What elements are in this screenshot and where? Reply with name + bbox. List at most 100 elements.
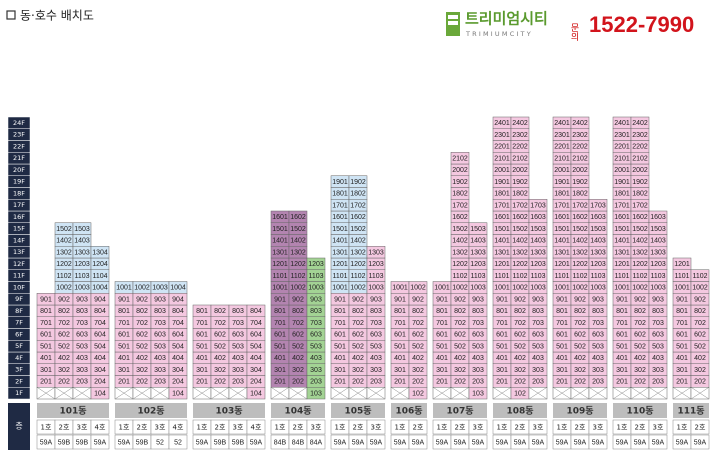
empty-cross [348,387,368,400]
unit-number: 1001 [614,285,630,292]
unit-number: 1401 [554,238,570,245]
unit-number: 1303 [470,249,486,256]
unit-number: 902 [574,296,586,303]
unit-number: 1003 [368,285,384,292]
unit-number: 502 [136,343,148,350]
unit-number: 201 [334,379,346,386]
unit-type: 59A [436,439,449,446]
floor-header-cell [8,403,30,450]
floor-label: 23F [13,131,25,139]
unit-number: 702 [136,320,148,327]
unit-number: 903 [472,296,484,303]
unit-number: 802 [136,308,148,315]
unit-number: 1301 [614,249,630,256]
unit-number: 603 [76,332,88,339]
unit-number: 1501 [614,226,630,233]
empty-cross [228,387,248,400]
unit-number: 1201 [494,261,510,268]
line-name: 1호 [557,424,568,432]
unit-number: 703 [232,320,244,327]
unit-number: 601 [556,332,568,339]
unit-number: 1001 [272,285,288,292]
unit-number: 203 [652,379,664,386]
unit-number: 901 [274,296,286,303]
unit-number: 1502 [512,226,528,233]
unit-cell [450,152,470,165]
unit-number: 902 [292,296,304,303]
unit-number: 702 [634,320,646,327]
unit-number: 404 [94,355,106,362]
unit-number: 1102 [290,273,305,280]
unit-number: 1302 [632,249,648,256]
unit-number: 1603 [530,214,546,221]
unit-number: 803 [652,308,664,315]
empty-cross [72,387,92,400]
unit-number: 703 [652,320,664,327]
unit-number: 403 [652,355,664,362]
unit-number: 1101 [674,273,689,280]
unit-number: 501 [496,343,508,350]
line-cell [366,419,386,435]
unit-number: 601 [616,332,628,339]
unit-number: 1303 [74,249,90,256]
line-cell [648,419,668,435]
unit-cell [366,246,386,259]
unit-number: 903 [652,296,664,303]
unit-type: 59A [496,439,509,446]
unit-number: 202 [292,379,304,386]
unit-number: 402 [352,355,364,362]
unit-number: 503 [652,343,664,350]
unit-number: 401 [556,355,568,362]
unit-number: 502 [634,343,646,350]
unit-number: 1601 [494,214,510,221]
unit-number: 1002 [290,285,306,292]
unit-number: 604 [172,332,184,339]
unit-number: 402 [214,355,226,362]
unit-number: 201 [196,379,208,386]
line-name: 2호 [455,424,466,432]
unit-number: 204 [172,379,184,386]
building-label-cell [115,403,187,418]
unit-number: 802 [634,308,646,315]
unit-number: 803 [592,308,604,315]
unit-type: 59A [352,439,365,446]
empty-cross [672,387,692,400]
building-label: 109동 [566,406,593,417]
unit-type: 59A [634,439,647,446]
unit-number: 601 [196,332,208,339]
unit-number: 1503 [590,226,606,233]
unit-number: 1202 [290,261,306,268]
unit-number: 1003 [650,285,666,292]
unit-number: 903 [154,296,166,303]
unit-number: 901 [556,296,568,303]
unit-number: 1101 [614,273,629,280]
unit-number: 801 [436,308,448,315]
unit-number: 602 [574,332,586,339]
unit-number: 2001 [554,167,570,174]
unit-cell [348,175,368,188]
unit-number: 1102 [452,273,467,280]
unit-number: 1703 [590,202,606,209]
building-label: 107동 [446,406,473,417]
unit-number: 603 [370,332,382,339]
unit-number: 503 [472,343,484,350]
unit-number: 901 [676,296,688,303]
line-name: 1호 [335,424,346,432]
unit-number: 301 [274,367,286,374]
empty-cross [330,387,350,400]
unit-number: 302 [454,367,466,374]
building-label-cell [37,403,109,418]
unit-number: 804 [172,308,184,315]
unit-number: 2302 [632,132,648,139]
unit-number: 703 [370,320,382,327]
unit-number: 1601 [332,214,348,221]
unit-number: 801 [616,308,628,315]
unit-number: 202 [352,379,364,386]
unit-number: 202 [136,379,148,386]
unit-number: 303 [232,367,244,374]
unit-number: 301 [196,367,208,374]
unit-number: 804 [250,308,262,315]
floor-label: 11F [13,272,25,280]
unit-number: 701 [436,320,448,327]
empty-cross [570,387,590,400]
